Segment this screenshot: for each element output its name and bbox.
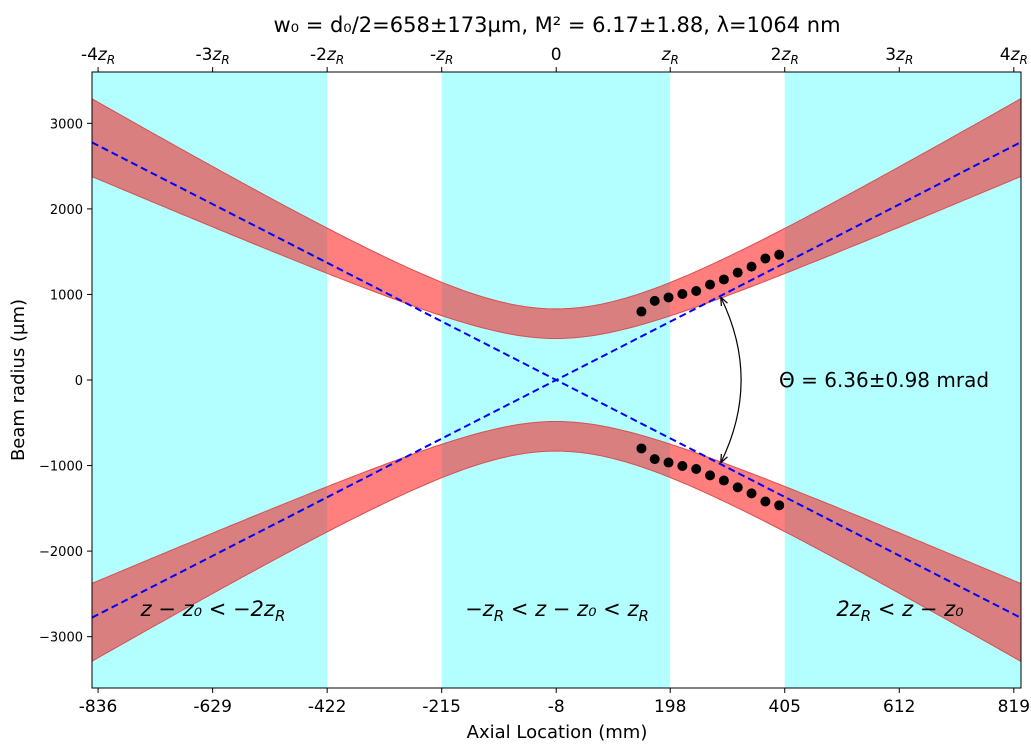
data-point-lower-7 — [732, 482, 743, 493]
top-tick-label-2: -2zR — [310, 45, 344, 67]
data-point-lower-10 — [774, 500, 785, 511]
x-tick-label-0: -836 — [79, 697, 118, 717]
data-point-upper-5 — [705, 279, 716, 290]
data-point-upper-0 — [636, 306, 647, 317]
x-tick-label-6: 405 — [769, 697, 801, 717]
x-axis-label: Axial Location (mm) — [467, 722, 648, 743]
region-label-center: −zR < z − z₀ < zR — [465, 597, 649, 625]
y-axis-ticks: −3000 −2000 −1000 0 1000 2000 3000 — [39, 117, 92, 646]
y-tick-label-4: 1000 — [50, 288, 83, 303]
data-point-upper-9 — [760, 253, 771, 264]
y-tick-label-6: 3000 — [50, 117, 83, 132]
y-tick-label-1: −2000 — [39, 545, 83, 560]
x-tick-label-8: 819 — [998, 697, 1030, 717]
top-tick-label-0: -4zR — [81, 45, 115, 67]
divergence-arc — [721, 298, 742, 462]
y-tick-label-0: −3000 — [39, 631, 83, 646]
x-tick-label-7: 612 — [883, 697, 915, 717]
x-axis-ticks: -836 -629 -422 -215 -8 198 405 612 819 — [79, 688, 1030, 717]
top-tick-label-1: -3zR — [196, 45, 230, 67]
top-tick-label-4: 0 — [551, 45, 562, 65]
top-tick-label-5: zR — [661, 45, 679, 67]
data-point-lower-3 — [677, 460, 688, 471]
data-point-lower-1 — [649, 454, 660, 465]
x-tick-label-4: -8 — [548, 697, 565, 717]
y-tick-label-5: 2000 — [50, 203, 83, 218]
data-point-upper-1 — [649, 295, 660, 306]
x-tick-label-2: -422 — [308, 697, 347, 717]
top-axis-ticks: -4zR -3zR -2zR -zR 0 zR 2zR 3zR 4zR — [81, 45, 1028, 72]
data-point-lower-2 — [663, 457, 674, 468]
data-point-upper-10 — [774, 249, 785, 260]
data-point-upper-8 — [746, 261, 757, 272]
data-point-lower-0 — [636, 443, 647, 454]
top-tick-label-7: 3zR — [885, 45, 913, 67]
divergence-arrow — [721, 298, 742, 462]
data-point-upper-7 — [732, 267, 743, 278]
top-tick-label-3: -zR — [430, 45, 453, 67]
y-tick-label-2: −1000 — [39, 460, 83, 475]
y-tick-label-3: 0 — [75, 374, 83, 389]
x-tick-label-3: -215 — [422, 697, 461, 717]
asymptote-falling — [91, 141, 1022, 619]
x-tick-label-1: -629 — [193, 697, 232, 717]
region-label-right: 2zR < z − z₀ — [836, 597, 964, 625]
data-point-lower-6 — [718, 475, 729, 486]
data-point-upper-3 — [677, 289, 688, 300]
top-tick-label-6: 2zR — [771, 45, 799, 67]
measured-points — [636, 249, 785, 511]
data-point-lower-4 — [691, 463, 702, 474]
divergence-annotation: Θ = 6.36±0.98 mrad — [779, 368, 989, 392]
data-point-lower-9 — [760, 496, 771, 507]
asymptote-lines — [91, 141, 1022, 619]
region-label-left: z − z₀ < −2zR — [140, 597, 286, 625]
region-labels: z − z₀ < −2zR −zR < z − z₀ < zR 2zR < z − … — [140, 597, 965, 625]
data-point-lower-5 — [705, 470, 716, 481]
x-tick-label-5: 198 — [654, 697, 686, 717]
data-point-upper-2 — [663, 292, 674, 303]
y-axis-label: Beam radius (µm) — [8, 299, 29, 461]
data-point-lower-8 — [746, 488, 757, 499]
data-point-upper-4 — [691, 286, 702, 297]
data-point-upper-6 — [718, 274, 729, 285]
top-tick-label-8: 4zR — [1000, 45, 1028, 67]
chart-title: w₀ = d₀/2=658±173µm, M² = 6.17±1.88, λ=1… — [273, 13, 840, 37]
